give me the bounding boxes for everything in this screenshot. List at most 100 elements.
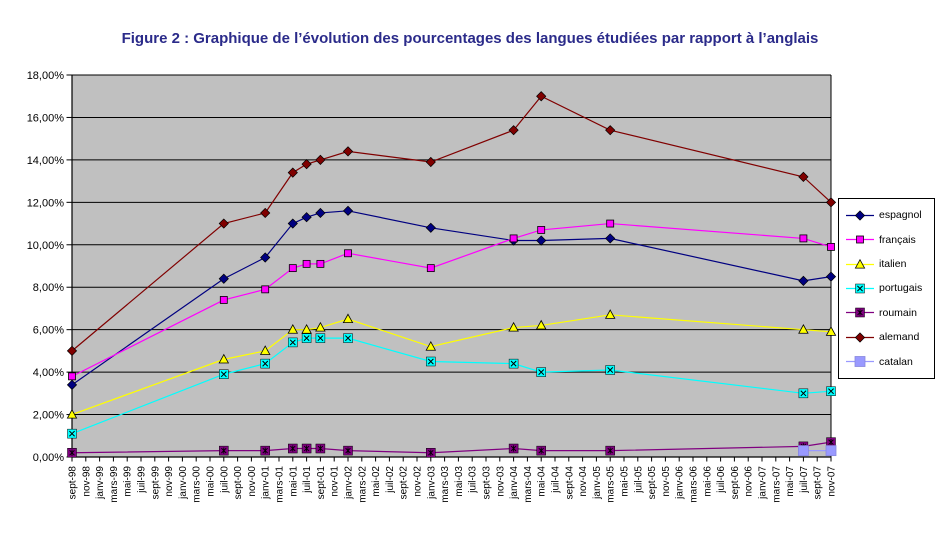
series-français [68, 219, 835, 381]
svg-text:janv-05: janv-05 [592, 466, 603, 500]
square-marker-icon [846, 235, 874, 244]
svg-text:6,00%: 6,00% [33, 325, 64, 337]
legend-item-italien: italien [845, 257, 934, 271]
svg-text:sept-05: sept-05 [647, 466, 658, 500]
svg-text:10,00%: 10,00% [27, 240, 65, 252]
svg-text:18,00%: 18,00% [27, 70, 65, 82]
svg-text:sept-99: sept-99 [150, 466, 161, 500]
svg-text:janv-03: janv-03 [426, 466, 437, 500]
svg-text:mai-01: mai-01 [288, 466, 299, 497]
svg-text:juil-01: juil-01 [302, 466, 313, 494]
svg-text:nov-04: nov-04 [578, 466, 589, 497]
svg-text:juil-04: juil-04 [551, 466, 562, 494]
svg-text:16,00%: 16,00% [27, 112, 65, 124]
svg-text:nov-01: nov-01 [330, 466, 341, 497]
series-alemand [66, 91, 837, 356]
svg-text:sept-03: sept-03 [482, 466, 493, 500]
legend-label: espagnol [879, 209, 922, 222]
x-axis-labels: sept-98 nov-98 janv-99 mars-99 mai-99 juil-99… [68, 457, 838, 503]
legend-item-catalan: catalan [845, 355, 934, 369]
svg-text:sept-01: sept-01 [316, 466, 327, 500]
legend-item-français: français [845, 233, 934, 247]
svg-text:janv-07: janv-07 [758, 466, 769, 500]
svg-text:nov-03: nov-03 [495, 466, 506, 497]
svg-text:sept-06: sept-06 [730, 466, 741, 500]
series-catalan [798, 445, 837, 457]
svg-text:nov-07: nov-07 [827, 466, 838, 497]
svg-text:sept-04: sept-04 [564, 466, 575, 500]
legend-item-alemand: alemand [845, 330, 934, 344]
svg-text:mai-07: mai-07 [785, 466, 796, 497]
diamond-marker-icon [846, 332, 874, 343]
series-italien [66, 309, 837, 419]
svg-text:janv-02: janv-02 [344, 466, 355, 500]
chart-title: Figure 2 : Graphique de l’évolution des … [121, 30, 819, 47]
svg-text:juil-07: juil-07 [799, 466, 810, 494]
svg-text:janv-04: janv-04 [509, 466, 520, 500]
svg-text:sept-02: sept-02 [399, 466, 410, 500]
svg-text:juil-99: juil-99 [137, 466, 148, 494]
legend-item-portugais: portugais [845, 281, 934, 295]
svg-text:juil-03: juil-03 [468, 466, 479, 494]
y-axis-labels: 0,00% 2,00% 4,00% 6,00% 8,00% 10,00% 12,00% 14,… [27, 70, 65, 464]
legend-label: roumain [879, 306, 917, 319]
svg-text:sept-00: sept-00 [233, 466, 244, 500]
legend: espagnol français italien portugais roumain a… [838, 198, 935, 379]
svg-text:12,00%: 12,00% [27, 197, 65, 209]
svg-text:mars-01: mars-01 [275, 466, 286, 503]
svg-text:janv-99: janv-99 [95, 466, 106, 500]
series-roumain [67, 437, 836, 458]
svg-text:nov-02: nov-02 [413, 466, 424, 497]
svg-text:2,00%: 2,00% [33, 410, 64, 422]
svg-text:nov-00: nov-00 [247, 466, 258, 497]
plot-area [72, 75, 831, 457]
svg-text:janv-06: janv-06 [675, 466, 686, 500]
svg-text:nov-98: nov-98 [81, 466, 92, 497]
svg-text:mars-03: mars-03 [440, 466, 451, 503]
svg-text:8,00%: 8,00% [33, 282, 64, 294]
svg-text:nov-06: nov-06 [744, 466, 755, 497]
svg-text:mai-99: mai-99 [123, 466, 134, 497]
legend-label: portugais [879, 282, 923, 295]
series-portugais [67, 333, 836, 439]
svg-text:juil-06: juil-06 [716, 466, 727, 494]
triangle-marker-icon [846, 258, 874, 269]
legend-item-roumain: roumain [845, 306, 934, 320]
legend-label: catalan [879, 355, 913, 368]
svg-text:mars-00: mars-00 [192, 466, 203, 503]
svg-text:nov-05: nov-05 [661, 466, 672, 497]
svg-text:mai-06: mai-06 [702, 466, 713, 497]
svg-text:mars-04: mars-04 [523, 466, 534, 503]
svg-text:mars-06: mars-06 [689, 466, 700, 503]
svg-text:0,00%: 0,00% [33, 452, 64, 464]
square-large-marker-icon [846, 356, 874, 368]
svg-text:janv-01: janv-01 [261, 466, 272, 500]
svg-text:mai-05: mai-05 [620, 466, 631, 497]
svg-text:mai-00: mai-00 [206, 466, 217, 497]
diamond-marker-icon [846, 210, 874, 221]
x-square-marker-icon [846, 283, 874, 294]
svg-text:mai-02: mai-02 [371, 466, 382, 497]
legend-label: italien [879, 258, 907, 271]
svg-text:janv-00: janv-00 [178, 466, 189, 500]
svg-text:mars-99: mars-99 [109, 466, 120, 503]
svg-text:14,00%: 14,00% [27, 155, 65, 167]
svg-text:nov-99: nov-99 [164, 466, 175, 497]
legend-label: alemand [879, 331, 920, 344]
legend-item-espagnol: espagnol [845, 208, 934, 222]
svg-text:mars-07: mars-07 [771, 466, 782, 503]
svg-text:sept-98: sept-98 [68, 466, 79, 500]
svg-text:juil-00: juil-00 [219, 466, 230, 494]
gridlines [66, 74, 831, 458]
legend-label: français [879, 233, 916, 246]
svg-text:juil-02: juil-02 [385, 466, 396, 494]
svg-text:mars-02: mars-02 [357, 466, 368, 503]
svg-text:mai-04: mai-04 [537, 466, 548, 497]
svg-text:4,00%: 4,00% [33, 367, 64, 379]
svg-text:sept-07: sept-07 [813, 466, 824, 500]
svg-text:mai-03: mai-03 [454, 466, 465, 497]
svg-text:mars-05: mars-05 [606, 466, 617, 503]
svg-text:juil-05: juil-05 [633, 466, 644, 494]
series-espagnol [66, 205, 837, 390]
